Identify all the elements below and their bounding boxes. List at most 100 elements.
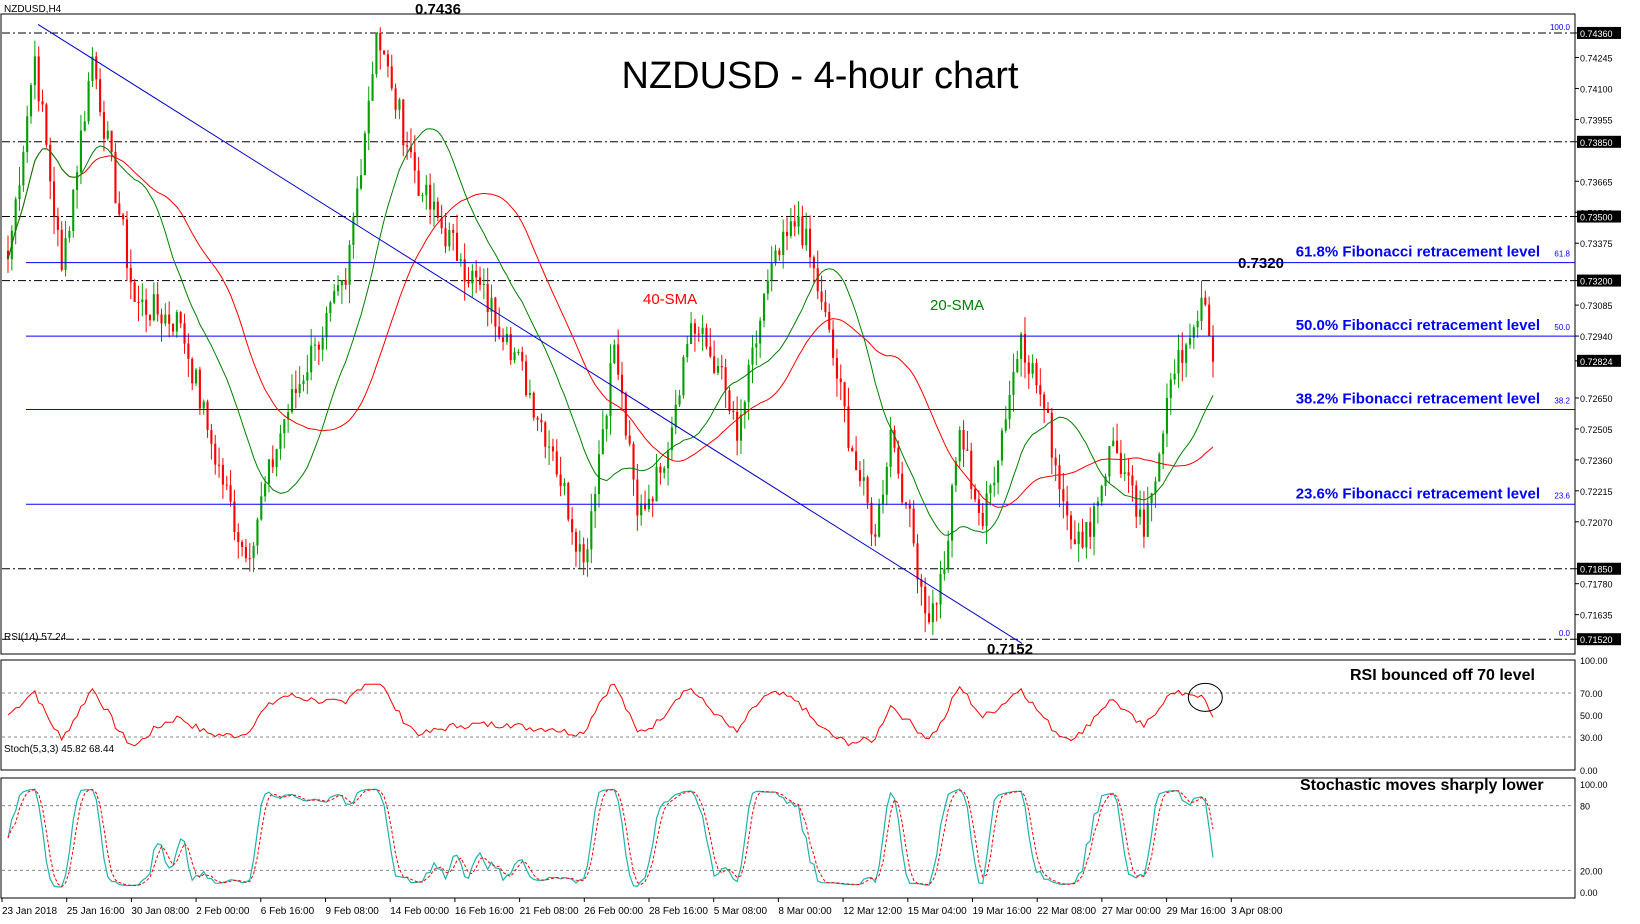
candle-body [1173, 373, 1176, 380]
fib-0-tag: 0.0 [1559, 629, 1571, 638]
candle-body [1162, 433, 1165, 455]
candle-body [897, 447, 900, 474]
rsi-line [7, 683, 1214, 747]
candle-body [1016, 358, 1019, 373]
candle-body [444, 228, 447, 247]
candle-body [540, 419, 543, 423]
candle-body [1031, 363, 1034, 374]
candle-body [290, 389, 294, 413]
candle-body [498, 326, 501, 338]
sma40-label: 40-SMA [643, 291, 697, 308]
price-tick-label: 0.73665 [1580, 177, 1613, 187]
candle-body [993, 482, 996, 486]
axis-layer: 0.74360 0.74245 0.74100 0.73955 0.73850 0.736… [1, 26, 1621, 917]
x-tick-label: 5 Mar 08:00 [714, 906, 768, 917]
candle-body [194, 369, 198, 384]
candle-body [118, 203, 121, 215]
candle-body [1104, 476, 1107, 486]
candle-body [329, 302, 332, 314]
candle-body [187, 343, 190, 359]
candle-body [333, 291, 336, 303]
candle-body [279, 433, 282, 450]
candle-body [6, 250, 10, 260]
candle-body [244, 546, 247, 559]
price-tick-highlight [1577, 274, 1621, 287]
x-tick-label: 12 Mar 12:00 [843, 906, 902, 917]
candle-body [690, 323, 693, 345]
stoch-d-line [7, 788, 1214, 888]
candle-body [1092, 506, 1096, 537]
fib-level-label: 50.0% Fibonacci retracement level [1296, 317, 1540, 334]
candle-body [724, 367, 727, 391]
candle-body [924, 586, 927, 614]
candle-body [624, 393, 627, 436]
candle-body [521, 351, 524, 362]
candle-body [125, 219, 129, 268]
candle-body [912, 508, 915, 544]
candle-body [325, 313, 328, 338]
price-tick-label: 0.73850 [1580, 138, 1613, 148]
candle-body [375, 32, 378, 75]
rsi-tick-label: 30.00 [1580, 733, 1603, 743]
candle-body [843, 382, 846, 407]
candle-body [1020, 333, 1023, 359]
price-tick-highlight [1577, 26, 1621, 39]
candle-body [1058, 465, 1061, 490]
candle-body [1089, 522, 1092, 537]
candle-body [425, 184, 428, 196]
candle-body [1119, 452, 1122, 474]
candle-body [858, 470, 861, 481]
candle-body [432, 201, 436, 210]
price-tick-label: 0.74100 [1580, 84, 1613, 94]
price-tick-highlight [1577, 210, 1621, 223]
candle-body [475, 270, 478, 278]
candle-body [171, 323, 175, 332]
candle-body [56, 216, 59, 230]
candle-body [455, 232, 459, 261]
candle-body [409, 146, 413, 153]
x-tick-label: 9 Feb 08:00 [325, 906, 379, 917]
candle-body [528, 392, 531, 395]
candle-body [1100, 485, 1103, 502]
candle-body [348, 244, 351, 285]
candle-body [801, 216, 804, 246]
candle-body [686, 344, 689, 358]
candle-body [37, 56, 40, 102]
candle-body [478, 277, 482, 285]
fib-level-label: 23.6% Fibonacci retracement level [1296, 485, 1540, 502]
stoch-tick-label: 80 [1580, 802, 1590, 812]
candle-body [229, 485, 232, 502]
candle-body [501, 337, 505, 342]
candle-body [655, 466, 658, 502]
candle-body [1062, 489, 1065, 502]
candle-body [440, 217, 443, 229]
candle-body [755, 343, 758, 348]
candle-body [360, 175, 363, 189]
chart-grid-layer [0, 13, 1576, 899]
candle-body [1112, 440, 1115, 447]
x-tick-label: 6 Feb 16:00 [261, 906, 315, 917]
candle-body [60, 229, 63, 270]
candle-body [256, 519, 259, 546]
stoch-tick-label: 0.00 [1580, 888, 1598, 898]
candle-body [156, 294, 159, 315]
candle-body [1008, 394, 1011, 420]
x-tick-label: 30 Jan 08:00 [131, 906, 189, 917]
candle-body [352, 217, 355, 245]
candle-body [828, 312, 831, 330]
fib-level-tag: 50.0 [1554, 323, 1570, 332]
rsi-tick-label: 0.00 [1580, 766, 1598, 776]
x-tick-label: 27 Mar 00:00 [1102, 906, 1161, 917]
candle-body [122, 214, 125, 220]
candle-body [632, 443, 635, 480]
candle-body [283, 419, 286, 434]
candle-body [233, 501, 236, 533]
candle-body [452, 229, 455, 233]
candle-body [41, 101, 44, 105]
candle-body [198, 369, 201, 409]
candle-body [45, 104, 48, 145]
candle-body [26, 116, 29, 153]
price-tick-label: 0.73375 [1580, 239, 1613, 249]
candle-body [49, 144, 52, 182]
